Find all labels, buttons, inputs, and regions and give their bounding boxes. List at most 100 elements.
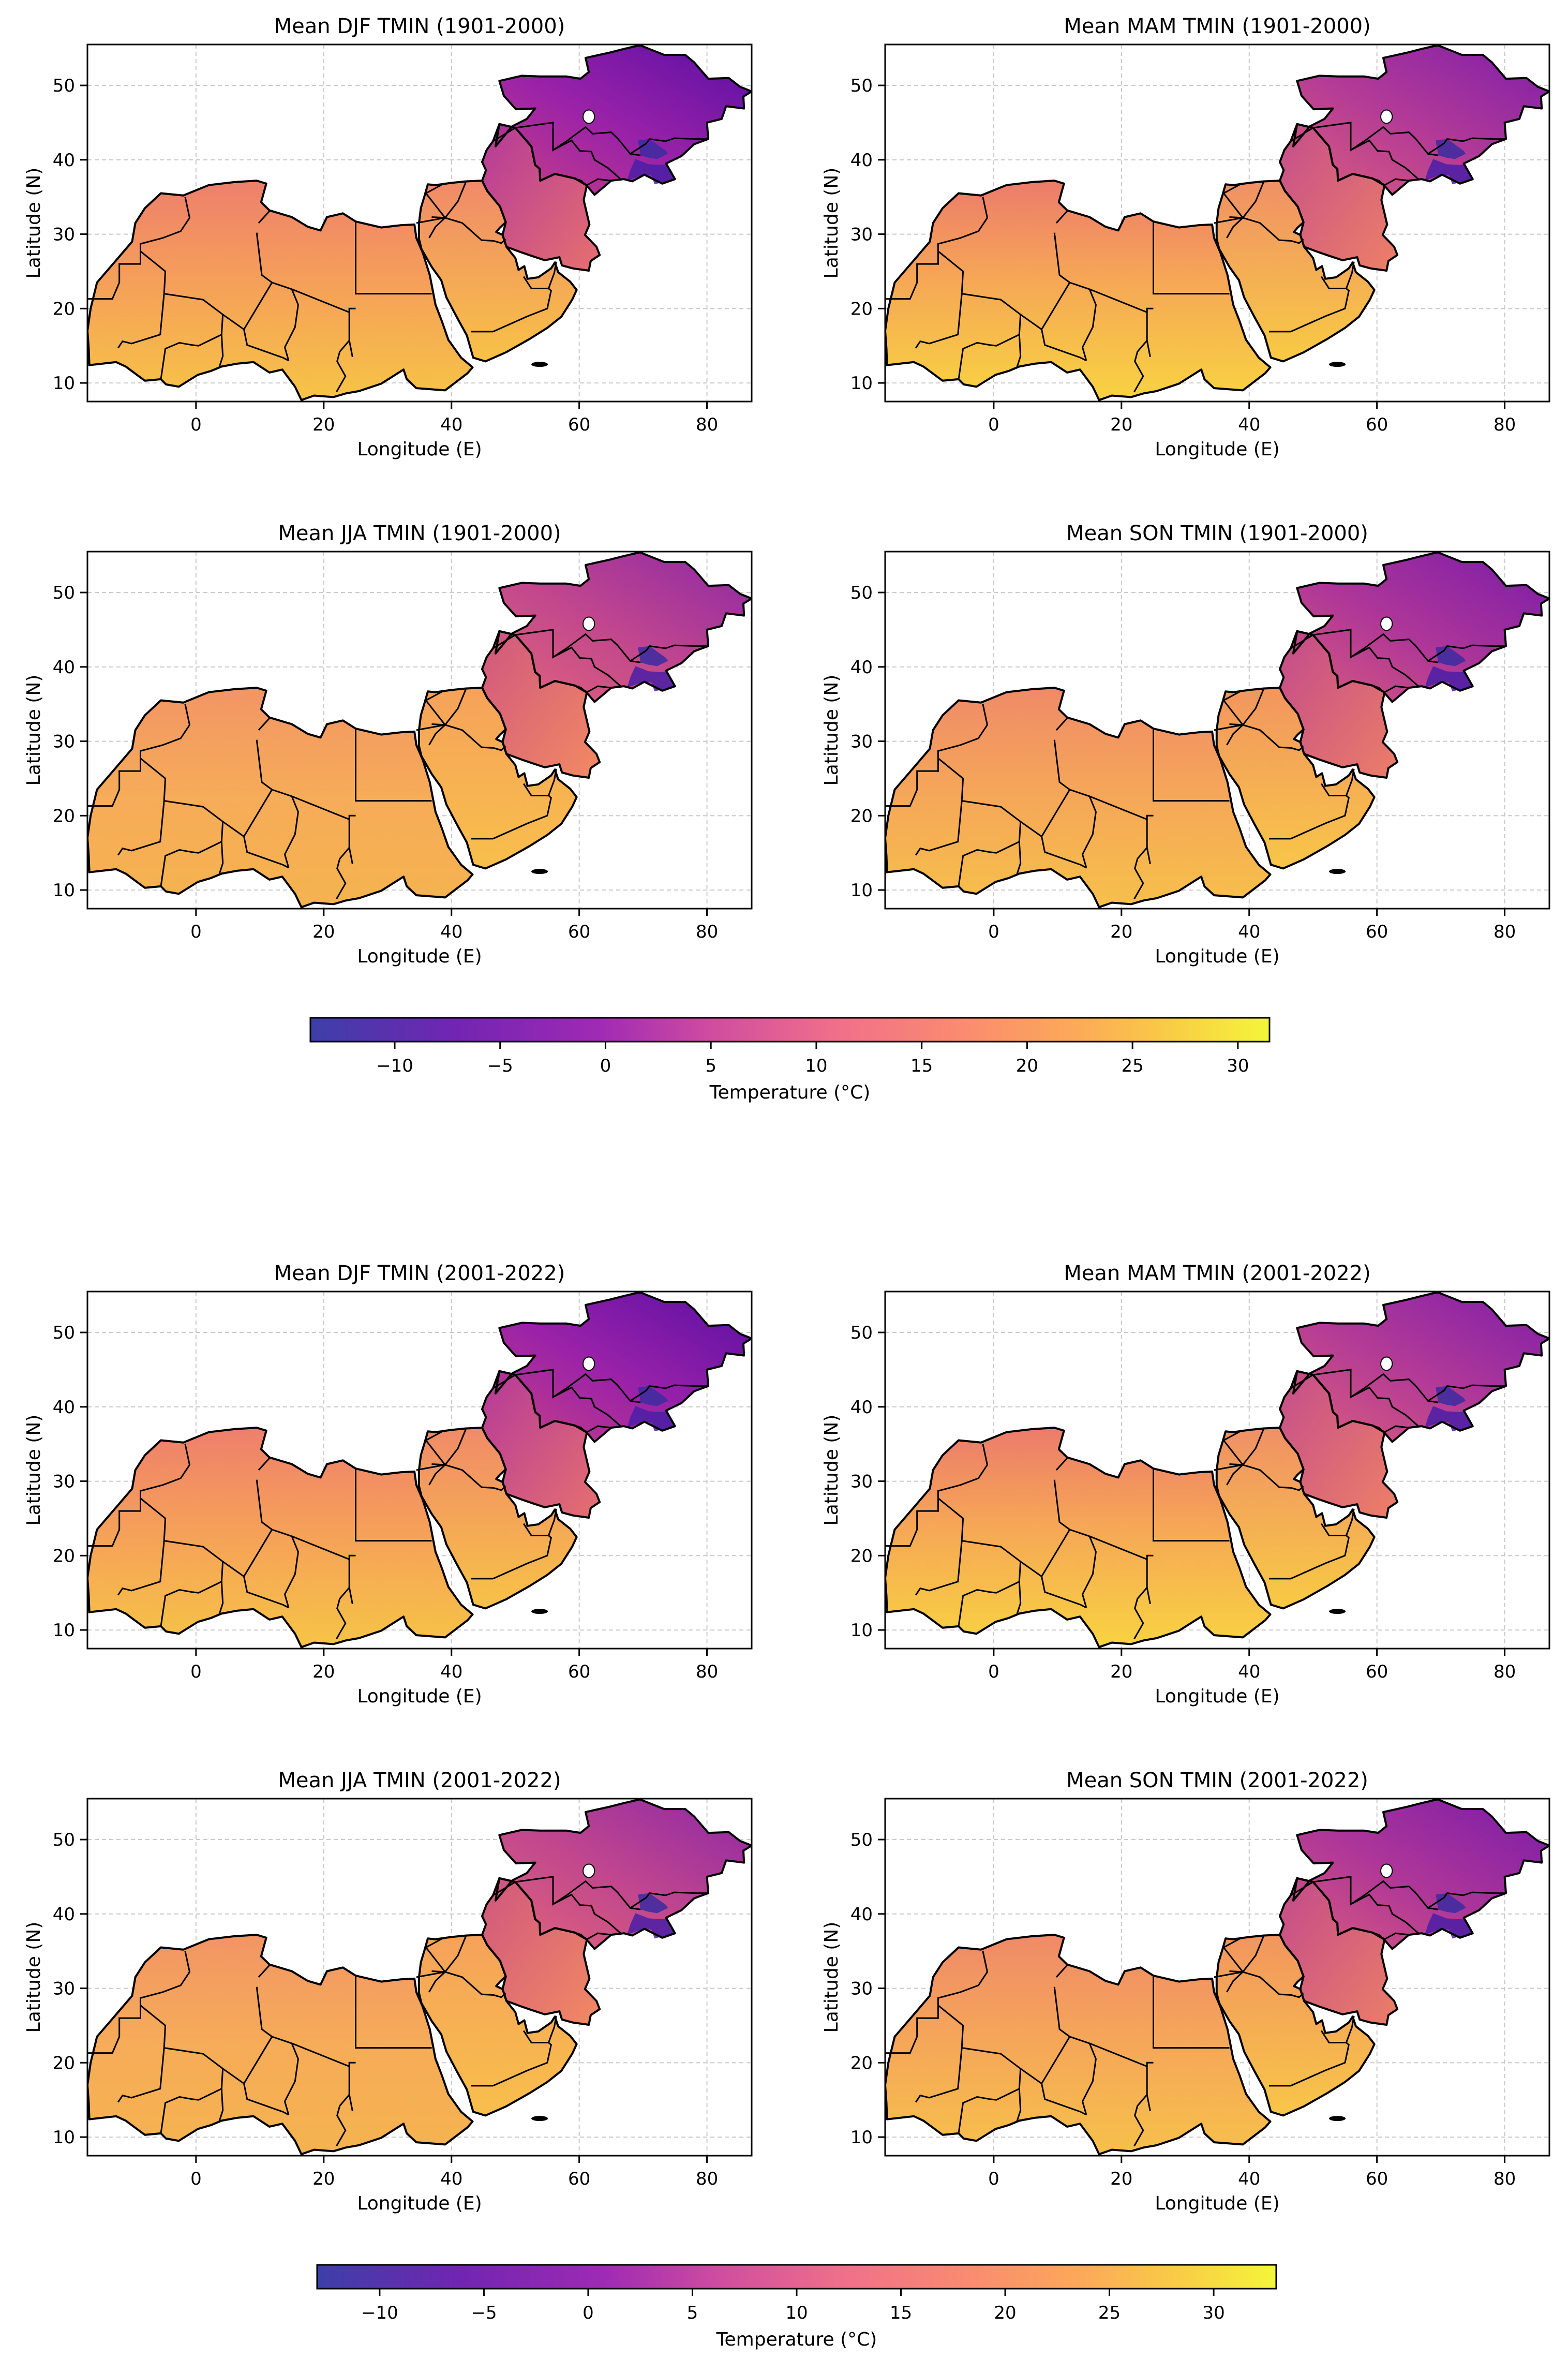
- country-border: [140, 1951, 191, 2006]
- country-border: [1226, 724, 1244, 746]
- region-central-asia: [495, 552, 752, 702]
- axis-ticks: 0 20 40 60 80 10 20 30 40 50: [850, 1830, 1516, 2189]
- socotra-island: [1329, 869, 1346, 874]
- region-central-asia: [1293, 45, 1549, 195]
- country-border: [348, 814, 356, 820]
- country-border: [428, 217, 446, 239]
- colorbar-tick-label: 30: [1227, 1056, 1249, 1076]
- region-central-asia: [495, 45, 752, 195]
- country-border: [256, 232, 273, 284]
- country-border: [283, 1536, 299, 1608]
- country-border: [1242, 688, 1265, 725]
- country-border: [256, 1479, 273, 1531]
- country-border: [348, 2062, 356, 2067]
- x-tick-label: 0: [190, 414, 202, 435]
- x-axis-label: Longitude (E): [1155, 1686, 1279, 1707]
- region-pamir-cold: [1425, 1406, 1472, 1432]
- country-border: [1153, 222, 1230, 295]
- country-border: [552, 1893, 621, 1934]
- country-border: [1041, 329, 1087, 362]
- region-pamir-cold: [627, 159, 675, 185]
- country-border: [1350, 1893, 1419, 1934]
- x-axis-label: Longitude (E): [357, 1686, 482, 1707]
- y-tick-label: 40: [850, 1904, 873, 1925]
- map-panel: 0 20 40 60 80 10 20 30 40 50 Longitude (E) Latitude…: [821, 14, 1550, 460]
- x-tick-label: 0: [190, 922, 202, 942]
- country-border: [140, 1444, 191, 1499]
- coastlines: [885, 1292, 1549, 1649]
- region-central-asia: [495, 1799, 752, 1949]
- region-north-africa: [87, 688, 473, 908]
- country-border: [1041, 1576, 1087, 1609]
- map-panel: 0 20 40 60 80 10 20 30 40 50 Longitude (E) Latitude…: [23, 1769, 753, 2214]
- y-axis-label: Latitude (N): [23, 1415, 44, 1526]
- region-arabian-peninsula: [1216, 688, 1375, 869]
- country-border: [552, 139, 621, 180]
- x-axis-label: Longitude (E): [1155, 2193, 1279, 2214]
- country-border: [348, 847, 353, 865]
- x-tick-label: 80: [696, 922, 718, 942]
- country-border: [1350, 646, 1419, 687]
- country-borders: [87, 629, 708, 900]
- y-tick-label: 30: [53, 732, 75, 752]
- country-border: [416, 1428, 467, 1471]
- country-border: [416, 688, 467, 731]
- region-central-asia: [495, 1292, 752, 1442]
- country-border: [444, 1428, 467, 1465]
- country-border: [218, 2088, 224, 2123]
- country-border: [1016, 334, 1022, 368]
- panel-title: Mean SON TMIN (1901-2000): [1066, 522, 1368, 545]
- region-pamir-cold: [627, 1913, 675, 1939]
- country-border: [355, 222, 432, 295]
- y-tick-label: 30: [53, 1979, 75, 1999]
- map-panel: 0 20 40 60 80 10 20 30 40 50 Longitude (E) Latitude…: [23, 1262, 753, 1707]
- country-border: [1053, 739, 1070, 791]
- region-iran: [482, 124, 600, 271]
- panel-title: Mean MAM TMIN (2001-2022): [1064, 1262, 1370, 1285]
- country-borders: [87, 1369, 708, 1640]
- country-border: [1081, 1536, 1097, 1608]
- region-north-africa: [87, 1935, 473, 2155]
- y-tick-label: 50: [850, 583, 873, 603]
- y-tick-label: 10: [850, 1620, 873, 1641]
- axes-frame: [86, 43, 753, 403]
- country-border: [961, 281, 1090, 331]
- x-tick-label: 60: [1366, 922, 1388, 942]
- x-tick-label: 60: [568, 414, 590, 435]
- region-north-africa: [885, 181, 1271, 401]
- colorbar-tick-label: 10: [785, 2303, 808, 2323]
- country-border: [1290, 1523, 1350, 1580]
- axis-ticks: 0 20 40 60 80 10 20 30 40 50: [850, 583, 1516, 942]
- country-border: [258, 1964, 271, 1978]
- map-panel: 0 20 40 60 80 10 20 30 40 50 Longitude (E) Latitude…: [23, 14, 753, 460]
- country-border: [428, 724, 446, 746]
- country-border: [1290, 1876, 1439, 1910]
- country-border: [348, 1587, 353, 1605]
- map-panel: 0 20 40 60 80 10 20 30 40 50 Longitude (E) Latitude…: [821, 522, 1550, 967]
- country-border: [1055, 210, 1068, 224]
- y-tick-label: 50: [53, 583, 75, 603]
- country-border: [1146, 307, 1154, 313]
- colorbar-tick-label: 0: [600, 1056, 611, 1076]
- country-border: [1384, 1425, 1409, 1433]
- panel-title: Mean MAM TMIN (1901-2000): [1064, 14, 1370, 38]
- country-border: [1153, 1976, 1230, 2049]
- axis-ticks: 0 20 40 60 80 10 20 30 40 50: [53, 76, 718, 435]
- country-border: [348, 307, 356, 313]
- socotra-island: [531, 362, 548, 367]
- y-tick-label: 20: [53, 2053, 75, 2073]
- axes-frame: [86, 1291, 753, 1650]
- country-border: [1146, 847, 1151, 865]
- country-border: [1290, 122, 1439, 156]
- country-border: [630, 1891, 708, 1909]
- y-tick-label: 20: [850, 806, 873, 826]
- country-border: [140, 197, 191, 251]
- country-border: [492, 276, 552, 333]
- country-border: [1226, 1971, 1244, 1993]
- x-axis-label: Longitude (E): [357, 439, 482, 460]
- y-axis-label: Latitude (N): [821, 675, 842, 786]
- land-heatmap: [885, 1799, 1549, 2155]
- y-axis-label: Latitude (N): [821, 168, 842, 279]
- country-border: [256, 1986, 273, 2038]
- colorbar-tick-label: 5: [687, 2303, 698, 2323]
